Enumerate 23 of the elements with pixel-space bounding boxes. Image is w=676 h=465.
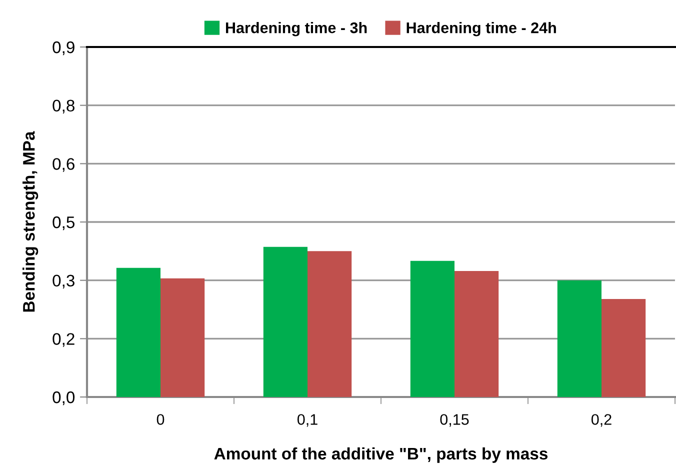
legend-label: Hardening time - 3h — [226, 22, 367, 36]
y-tick-label: 0,6 — [52, 158, 74, 172]
x-axis-title: Amount of the additive "B", parts by mass — [214, 447, 548, 463]
x-tick-label: 0,2 — [591, 414, 612, 427]
bar — [263, 246, 308, 397]
x-tick-label: 0 — [156, 414, 164, 425]
bar — [410, 260, 454, 397]
y-tick-label: 0,5 — [52, 216, 74, 230]
bar — [454, 271, 499, 397]
bar — [116, 268, 160, 397]
bar — [602, 299, 646, 397]
y-axis-title: Bending strength, MPa — [22, 131, 38, 312]
y-tick-label: 0,0 — [52, 391, 75, 406]
bar — [160, 278, 205, 397]
y-tick-label: 0,3 — [52, 274, 74, 289]
x-tick-label: 0,1 — [297, 414, 318, 427]
x-tick-label: 0,15 — [440, 414, 469, 427]
legend-label: Hardening time - 24h — [406, 22, 556, 36]
bar — [308, 251, 352, 397]
y-tick-label: 0,9 — [52, 41, 74, 56]
y-tick-label: 0,2 — [52, 333, 74, 347]
bar — [557, 280, 602, 397]
y-tick-label: 0,8 — [52, 100, 74, 114]
